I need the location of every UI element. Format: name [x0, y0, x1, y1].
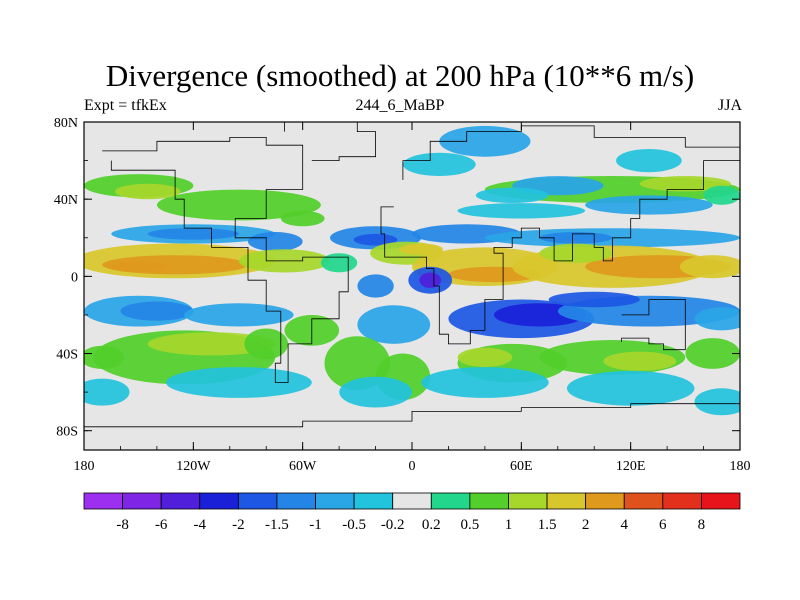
right-string: JJA [717, 97, 742, 114]
colorbar-swatch [546, 492, 587, 510]
x-tick-label: 60W [289, 459, 317, 474]
field-contour [166, 367, 312, 398]
field-contour [84, 345, 125, 369]
colorbar-swatch [315, 492, 355, 510]
field-contour [353, 233, 398, 246]
colorbar-label: -0.5 [342, 517, 366, 533]
field-contour [84, 378, 130, 406]
field-contour [184, 303, 294, 327]
colorbar-swatch [199, 492, 239, 510]
divergence-field [84, 122, 740, 450]
colorbar-swatch [508, 492, 548, 510]
y-tick-label: 80N [54, 116, 78, 131]
field-contour [419, 272, 442, 288]
field-contour [694, 388, 740, 416]
field-contour [324, 336, 391, 391]
colorbar-label: 4 [620, 517, 628, 533]
colorbar-label: 6 [659, 517, 667, 533]
left-string: Expt = tfkEx [84, 97, 167, 114]
x-tick-label: 0 [409, 459, 416, 474]
colorbar-label: 0.2 [422, 517, 441, 533]
colorbar-swatch [353, 492, 394, 510]
field-contour [475, 187, 549, 203]
coastline [284, 122, 376, 161]
y-tick-label: 40N [54, 193, 78, 208]
y-tick-label: 0 [71, 270, 78, 285]
colorbar-swatch [430, 492, 471, 510]
x-tick-label: 120W [176, 459, 211, 474]
colorbar-label: 0.5 [461, 517, 480, 533]
colorbar-label: -1.5 [265, 517, 289, 533]
y-tick-label: 80S [56, 425, 78, 440]
coastline [84, 403, 740, 428]
coastline [380, 125, 740, 345]
colorbar-swatch [623, 492, 664, 510]
field-contour [115, 183, 181, 200]
field-contour [603, 351, 677, 371]
colorbar-swatch [662, 492, 702, 510]
coastline [621, 299, 686, 351]
field-contour [111, 260, 166, 273]
field-contour [439, 125, 531, 157]
colorbar-label: -6 [155, 517, 168, 533]
x-tick-label: 120E [616, 459, 646, 474]
colorbar-swatch [469, 492, 509, 510]
field-contour [247, 232, 303, 252]
field-contour [156, 189, 321, 221]
field-contour [639, 176, 731, 192]
colorbar-label: 1.5 [538, 517, 557, 533]
colorbar-swatch [276, 492, 316, 510]
field-contour [585, 195, 713, 215]
chart-title: Divergence (smoothed) at 200 hPa (10**6 … [105, 58, 695, 93]
field-contour [357, 305, 431, 344]
y-tick-label: 40S [56, 348, 78, 363]
field-contour [566, 370, 695, 406]
field-contour [402, 152, 476, 176]
colorbar-label: 8 [698, 517, 706, 533]
field-contour [616, 149, 682, 173]
field-contour [685, 338, 740, 369]
field-contour [399, 243, 443, 256]
colorbar-label: -1 [309, 517, 322, 533]
colorbar-swatch [392, 492, 432, 510]
colorbar: -8 -6 -4 -2 -1.5 -1 -0.5 -0.2 0.2 0.5 1 1.5 2 4 6 8 [83, 492, 741, 533]
colorbar-label: 1 [505, 517, 513, 533]
field-contour [457, 203, 586, 219]
colorbar-swatch [160, 492, 201, 510]
field-contour [679, 255, 740, 279]
colorbar-swatch [701, 492, 741, 510]
field-contour [147, 228, 239, 240]
coastline [102, 137, 349, 383]
colorbar-swatch [585, 492, 625, 510]
colorbar-label: -2 [232, 517, 245, 533]
x-tick-label: 60E [510, 459, 533, 474]
field-contour [357, 274, 394, 298]
field-contour [703, 185, 740, 205]
colorbar-label: -0.2 [381, 517, 405, 533]
field-contour [120, 301, 194, 321]
colorbar-swatch [122, 492, 162, 510]
plot-axes: 180 120W 60W 0 60E 120E 180 80N 40N 0 40S 80S [54, 116, 751, 474]
colorbar-label: 2 [582, 517, 590, 533]
field-contour [539, 243, 613, 263]
x-tick-label: 180 [74, 459, 95, 474]
center-string: 244_6_MaBP [355, 97, 445, 114]
field-contour [147, 332, 276, 356]
field-contour [421, 367, 549, 398]
x-tick-label: 180 [730, 459, 751, 474]
colorbar-swatch [83, 492, 123, 510]
field-contour [244, 328, 289, 360]
field-contour [280, 210, 325, 227]
colorbar-swatch [237, 492, 278, 510]
field-contour [457, 347, 513, 367]
field-contour [320, 253, 358, 273]
colorbar-label: -8 [116, 517, 129, 533]
field-contour [694, 307, 740, 331]
colorbar-label: -4 [194, 517, 207, 533]
field-contour [548, 291, 640, 308]
field-contour [339, 376, 412, 408]
